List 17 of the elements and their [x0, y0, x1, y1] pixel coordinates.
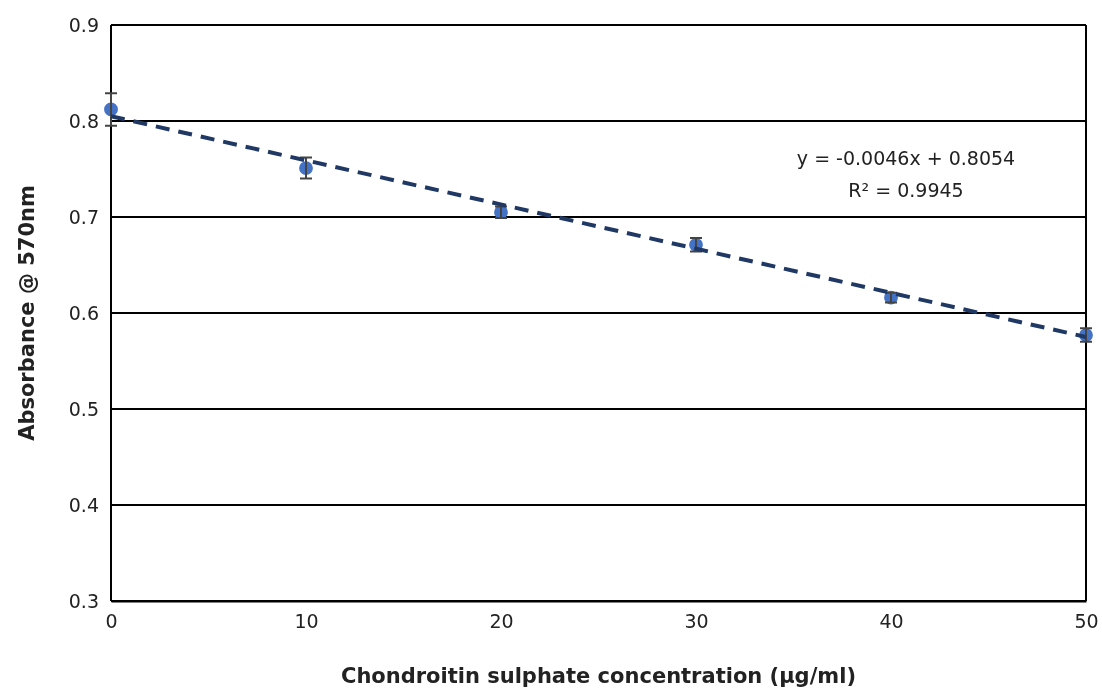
x-axis-title: Chondroitin sulphate concentration (µg/ml)	[340, 664, 857, 688]
y-tick-label: 0.5	[68, 397, 99, 420]
y-tick-label: 0.4	[68, 493, 99, 516]
y-tick-label: 0.3	[68, 589, 99, 612]
x-tick-label: 30	[684, 610, 709, 633]
y-tick-label: 0.7	[68, 205, 99, 228]
y-tick-label: 0.9	[68, 13, 99, 36]
x-tick-label: 20	[489, 610, 514, 633]
x-tick-label: 50	[1074, 610, 1099, 633]
x-tick-label: 40	[879, 610, 904, 633]
annotation: y = -0.0046x + 0.8054	[796, 147, 1016, 169]
y-axis-title: Absorbance @ 570nm	[15, 185, 39, 441]
y-tick-label: 0.6	[68, 301, 99, 324]
x-tick-label: 10	[294, 610, 319, 633]
annotation: R² = 0.9945	[848, 179, 964, 201]
x-tick-label: 0	[105, 610, 118, 633]
y-tick-label: 0.8	[68, 109, 99, 132]
